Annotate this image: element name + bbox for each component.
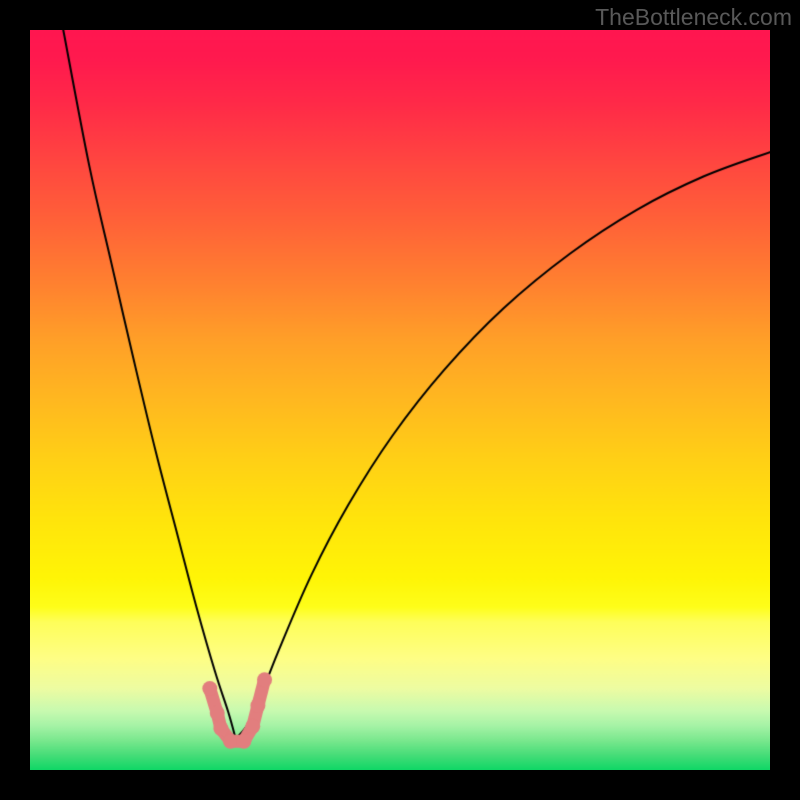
bottleneck-curve-chart xyxy=(30,30,770,770)
chart-area xyxy=(30,30,770,770)
watermark-text: TheBottleneck.com xyxy=(595,4,792,31)
stage: TheBottleneck.com xyxy=(0,0,800,800)
